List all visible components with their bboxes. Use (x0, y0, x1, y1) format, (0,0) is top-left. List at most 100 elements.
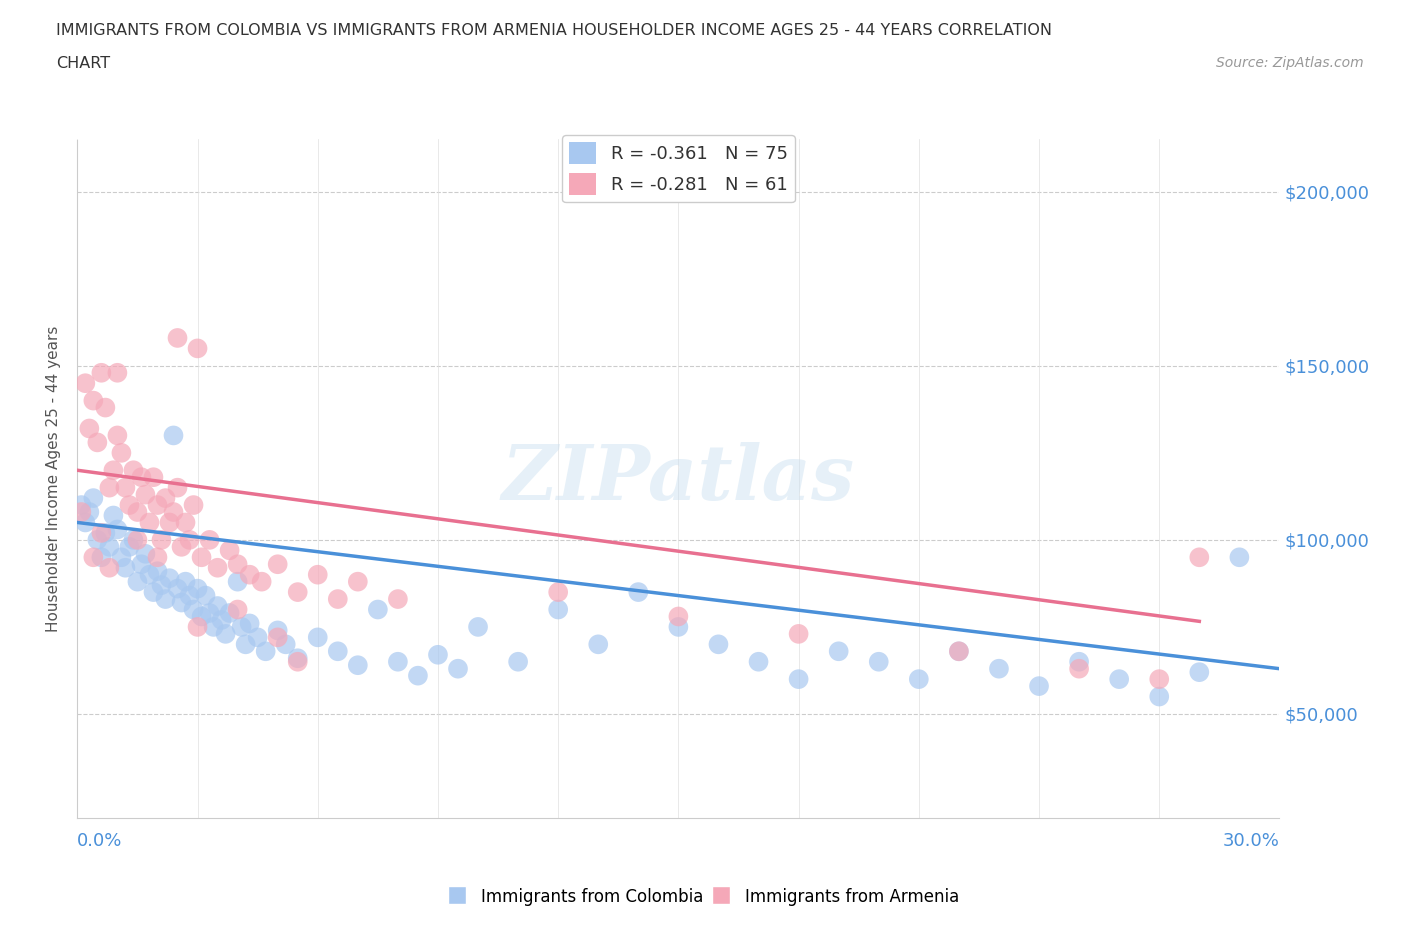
Point (146, 550, 169, 565)
Point (122, 463, 145, 478)
Point (828, 644, 851, 658)
Point (194, 588, 217, 603)
Point (159, 571, 181, 586)
Point (179, 588, 201, 603)
Point (214, 627, 236, 642)
Point (183, 602, 205, 617)
Point (110, 550, 132, 565)
Point (118, 539, 141, 554)
Point (190, 609, 212, 624)
Point (146, 564, 169, 578)
Point (118, 498, 141, 512)
Point (138, 515, 160, 530)
Point (250, 574, 273, 589)
Point (226, 557, 249, 572)
Point (267, 557, 290, 572)
Point (198, 533, 221, 548)
Point (103, 463, 125, 478)
Point (82, 393, 104, 408)
Point (1108, 671, 1130, 686)
Point (307, 567, 329, 582)
Point (86, 533, 108, 548)
Point (218, 543, 240, 558)
Point (162, 428, 184, 443)
Point (127, 505, 149, 520)
Point (170, 595, 193, 610)
Point (187, 619, 209, 634)
Point (150, 533, 173, 548)
Point (707, 637, 730, 652)
Text: Source: ZipAtlas.com: Source: ZipAtlas.com (1216, 56, 1364, 70)
Point (787, 627, 810, 642)
Legend: Immigrants from Colombia, Immigrants from Armenia: Immigrants from Colombia, Immigrants fro… (440, 881, 966, 912)
Point (627, 585, 650, 600)
Point (155, 591, 177, 606)
Point (588, 637, 610, 652)
Point (287, 651, 309, 666)
Point (287, 655, 309, 670)
Point (1229, 550, 1251, 565)
Point (347, 574, 370, 589)
Point (98, 480, 121, 495)
Point (1069, 661, 1091, 676)
Point (207, 599, 229, 614)
Point (107, 522, 129, 537)
Point (387, 591, 409, 606)
Point (174, 515, 197, 530)
Point (239, 616, 262, 631)
Point (948, 644, 970, 658)
Point (254, 644, 277, 658)
Point (207, 560, 229, 575)
Point (134, 487, 156, 502)
Point (908, 671, 931, 686)
Point (159, 515, 181, 530)
Point (79, 505, 101, 520)
Point (427, 647, 450, 662)
Point (988, 661, 1011, 676)
Point (150, 578, 173, 592)
Point (131, 470, 153, 485)
Point (86, 435, 108, 450)
Point (114, 560, 136, 575)
Point (287, 585, 309, 600)
Point (98, 560, 121, 575)
Point (547, 585, 569, 600)
Point (166, 330, 188, 345)
Point (307, 630, 329, 644)
Point (508, 655, 530, 670)
Point (187, 341, 209, 356)
Point (142, 585, 165, 600)
Point (179, 533, 201, 548)
Point (948, 644, 970, 658)
Point (1028, 679, 1050, 694)
Y-axis label: Householder Income Ages 25 - 44 years: Householder Income Ages 25 - 44 years (46, 326, 62, 632)
Point (367, 602, 389, 617)
Point (231, 619, 253, 634)
Point (82, 491, 104, 506)
Point (127, 533, 149, 548)
Point (226, 574, 249, 589)
Text: ZIPatlas: ZIPatlas (502, 442, 855, 516)
Point (347, 658, 370, 672)
Point (326, 591, 349, 606)
Point (406, 669, 429, 684)
Point (267, 630, 290, 644)
Point (387, 655, 409, 670)
Point (547, 602, 569, 617)
Point (190, 550, 212, 565)
Point (1188, 550, 1211, 565)
Point (211, 613, 233, 628)
Point (1149, 689, 1171, 704)
Point (1069, 655, 1091, 670)
Point (114, 480, 136, 495)
Point (90, 525, 112, 540)
Point (107, 428, 129, 443)
Point (94, 400, 117, 415)
Point (668, 609, 690, 624)
Point (155, 491, 177, 506)
Point (90, 365, 112, 380)
Point (90, 550, 112, 565)
Point (166, 581, 188, 596)
Point (162, 505, 184, 520)
Point (166, 480, 188, 495)
